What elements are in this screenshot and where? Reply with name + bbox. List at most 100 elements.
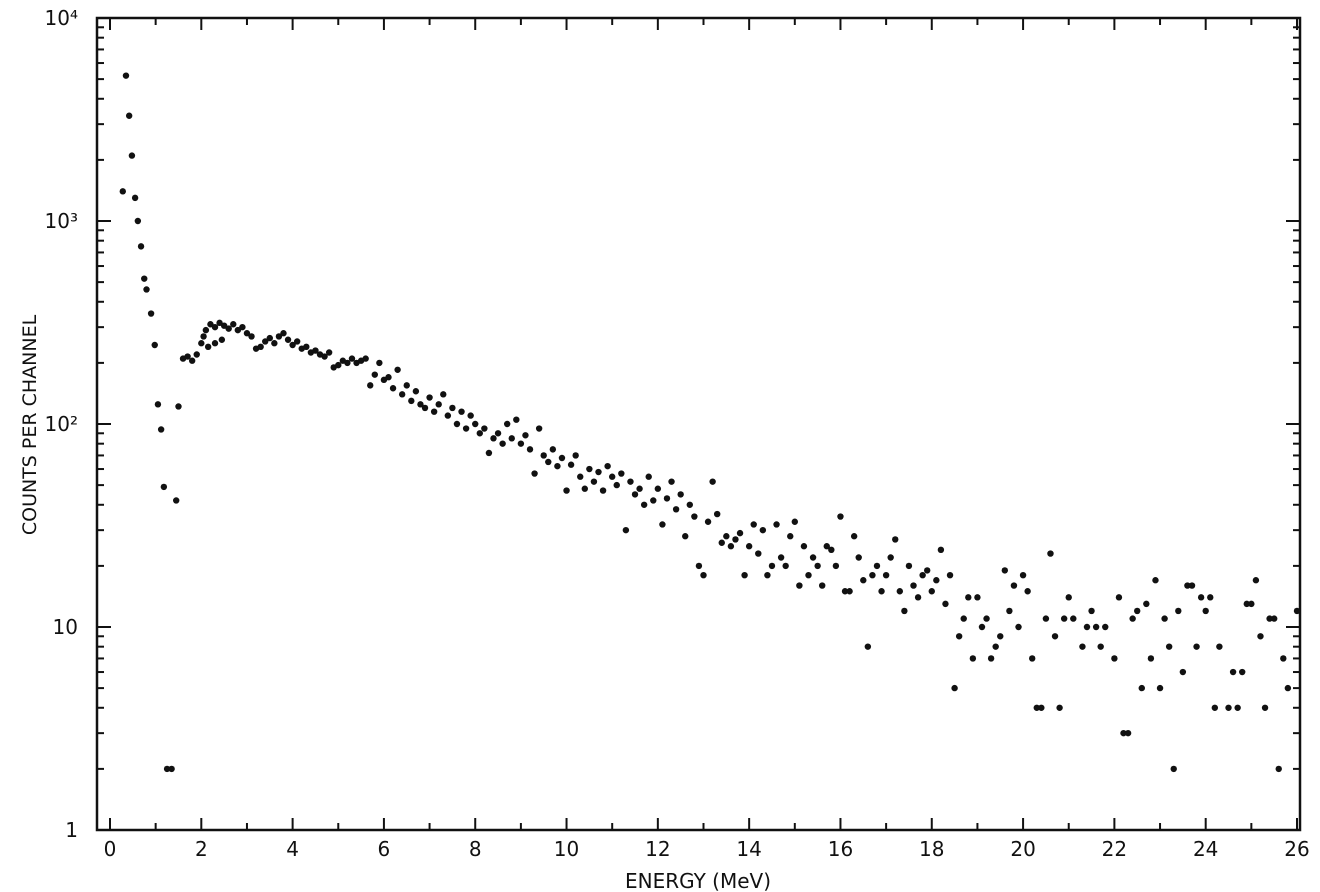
data-point: [172, 497, 180, 504]
data-point: [741, 571, 748, 579]
y-tick-label: 1: [65, 818, 78, 842]
data-point: [248, 333, 255, 340]
y-tick-label: 10³: [45, 209, 78, 233]
data-point: [141, 275, 148, 282]
x-tick-label: 2: [195, 837, 208, 861]
x-tick-label: 12: [645, 837, 670, 861]
data-point: [969, 655, 977, 662]
x-tick-label: 0: [104, 837, 117, 861]
data-point: [1051, 633, 1059, 640]
data-point: [554, 462, 561, 470]
data-point: [490, 435, 497, 442]
data-point: [1156, 684, 1164, 692]
data-point: [572, 452, 579, 459]
data-point: [163, 765, 171, 773]
data-point: [1275, 765, 1282, 773]
data-point: [1225, 704, 1232, 711]
data-point: [467, 412, 474, 419]
data-point: [1019, 571, 1027, 579]
data-point: [119, 188, 126, 195]
data-point: [882, 571, 890, 579]
data-point: [946, 571, 954, 579]
data-point: [535, 425, 543, 432]
data-points: [119, 72, 1301, 773]
data-point: [586, 465, 593, 473]
data-point: [558, 454, 566, 462]
data-point: [695, 562, 703, 570]
data-point: [211, 340, 219, 347]
x-tick-label: 18: [919, 837, 944, 861]
data-point: [303, 343, 310, 351]
data-point: [864, 643, 872, 650]
data-point: [1042, 615, 1050, 622]
data-point: [604, 462, 611, 470]
data-point: [791, 518, 799, 525]
data-point: [878, 588, 885, 595]
data-point: [805, 571, 812, 579]
data-point: [1015, 623, 1022, 631]
y-axis-label: COUNTS PER CHANNEL: [19, 314, 41, 535]
data-point: [764, 571, 771, 579]
data-point: [755, 550, 762, 557]
data-point: [293, 338, 301, 345]
data-point: [704, 518, 712, 525]
data-point: [549, 446, 557, 453]
data-point: [782, 562, 789, 570]
data-point: [819, 582, 826, 589]
data-point: [914, 594, 922, 601]
data-point: [160, 483, 168, 491]
data-point: [1102, 623, 1109, 631]
data-point: [713, 510, 721, 518]
data-point: [147, 310, 155, 317]
data-point: [1115, 594, 1123, 601]
data-point: [924, 567, 931, 574]
data-point: [1179, 668, 1187, 676]
data-point: [335, 361, 342, 369]
data-point: [453, 420, 461, 428]
data-point: [618, 470, 625, 477]
data-point: [1252, 577, 1260, 584]
x-tick-label: 24: [1193, 837, 1218, 861]
data-point: [137, 243, 145, 250]
data-point: [1243, 600, 1250, 608]
data-point: [919, 571, 926, 579]
data-point: [901, 607, 908, 615]
data-point: [266, 334, 273, 342]
data-point: [1184, 582, 1191, 589]
data-point: [960, 615, 967, 622]
data-point: [700, 571, 707, 579]
data-point: [204, 343, 212, 351]
data-point: [389, 385, 397, 392]
data-point: [449, 404, 456, 412]
data-point: [426, 394, 433, 401]
data-point: [367, 382, 374, 389]
data-point: [955, 633, 963, 640]
data-point: [736, 529, 744, 537]
data-point: [608, 473, 616, 480]
data-point: [321, 353, 328, 360]
data-point: [745, 543, 753, 550]
data-point: [481, 425, 488, 432]
data-point: [376, 359, 383, 367]
data-point: [759, 526, 767, 534]
data-point: [645, 473, 652, 480]
data-point: [462, 425, 470, 432]
data-point: [1248, 600, 1255, 608]
data-point: [668, 478, 675, 485]
data-point: [905, 562, 913, 570]
data-point: [1197, 594, 1205, 601]
data-point: [1175, 607, 1182, 615]
data-point: [1207, 594, 1214, 601]
data-point: [1188, 582, 1196, 589]
x-tick-label: 6: [378, 837, 391, 861]
data-point: [239, 323, 246, 331]
data-point: [732, 536, 739, 543]
data-point: [175, 403, 182, 410]
data-point: [394, 366, 401, 373]
data-point: [421, 404, 429, 412]
data-point: [225, 325, 232, 332]
data-point: [1083, 623, 1091, 631]
data-point: [1088, 607, 1095, 615]
